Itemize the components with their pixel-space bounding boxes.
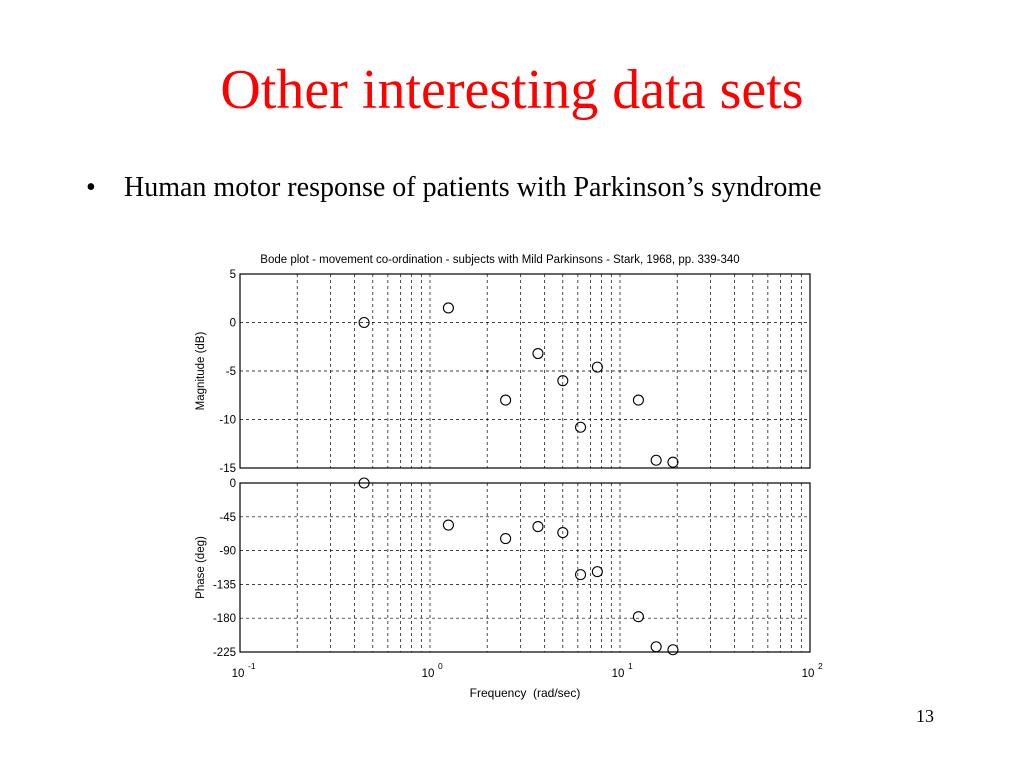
magnitude-y-tick-label: -5 xyxy=(226,366,236,378)
x-tick-exponent: 2 xyxy=(818,661,823,671)
magnitude-data-point xyxy=(557,375,569,387)
magnitude-y-tick-label: 5 xyxy=(230,269,236,281)
magnitude-data-point xyxy=(358,316,370,329)
phase-y-tick-label: -135 xyxy=(213,579,236,591)
slide-title: Other interesting data sets xyxy=(220,59,804,121)
magnitude-y-tick-label: 0 xyxy=(230,318,236,330)
phase-y-tick-label: -180 xyxy=(213,613,236,625)
bode-plot-chart: Bode plot - movement co-ordination - sub… xyxy=(195,254,823,700)
phase-data-point xyxy=(575,569,587,581)
phase-data-point xyxy=(667,644,679,656)
phase-y-tick-label: -90 xyxy=(219,546,236,558)
magnitude-data-point xyxy=(667,456,679,468)
phase-data-point xyxy=(500,533,512,545)
phase-y-tick-label: 0 xyxy=(230,478,236,490)
phase-data-point xyxy=(650,641,662,653)
magnitude-data-point xyxy=(591,361,603,373)
x-tick-label: 10 xyxy=(422,668,435,680)
phase-data-point xyxy=(532,521,544,533)
x-tick-exponent: 0 xyxy=(438,661,443,671)
magnitude-data-point xyxy=(650,454,662,466)
x-tick-exponent: 1 xyxy=(628,661,633,671)
phase-data-point xyxy=(442,519,454,531)
phase-data-point xyxy=(358,477,370,489)
magnitude-y-axis-label: Magnitude (dB) xyxy=(195,332,207,411)
phase-data-point xyxy=(632,611,644,623)
magnitude-data-point xyxy=(500,394,512,406)
magnitude-data-point xyxy=(532,347,544,360)
phase-y-tick-label: -45 xyxy=(219,512,236,524)
page-number: 13 xyxy=(916,706,934,726)
phase-frame xyxy=(239,482,811,653)
bullet-marker: • xyxy=(86,172,96,203)
magnitude-panel: 5 0 -5 -10 -15 Magnitude (dB) xyxy=(195,269,811,475)
x-axis-label: Frequency (rad/sec) xyxy=(470,686,581,700)
magnitude-data-point xyxy=(575,421,587,433)
magnitude-data-point xyxy=(632,394,644,406)
phase-data-point xyxy=(557,527,569,539)
phase-y-tick-label: -225 xyxy=(213,647,236,659)
magnitude-y-tick-label: -10 xyxy=(219,415,236,427)
x-tick-label: 10 xyxy=(612,668,625,680)
phase-panel: 0 -45 -90 -135 -180 -225 Phase (deg) xyxy=(195,477,811,659)
bullet-text: Human motor response of patients with Pa… xyxy=(124,172,822,203)
x-tick-label: 10 xyxy=(232,668,245,680)
magnitude-y-tick-label: -15 xyxy=(219,463,236,475)
phase-y-axis-label: Phase (deg) xyxy=(195,536,207,599)
x-tick-exponent: -1 xyxy=(248,661,256,671)
bullet-item: • Human motor response of patients with P… xyxy=(86,172,822,204)
magnitude-data-point xyxy=(442,302,454,314)
chart-title: Bode plot - movement co-ordination - sub… xyxy=(260,254,739,266)
phase-data-point xyxy=(591,566,603,578)
magnitude-frame xyxy=(239,273,811,469)
x-tick-label: 10 xyxy=(802,668,815,680)
